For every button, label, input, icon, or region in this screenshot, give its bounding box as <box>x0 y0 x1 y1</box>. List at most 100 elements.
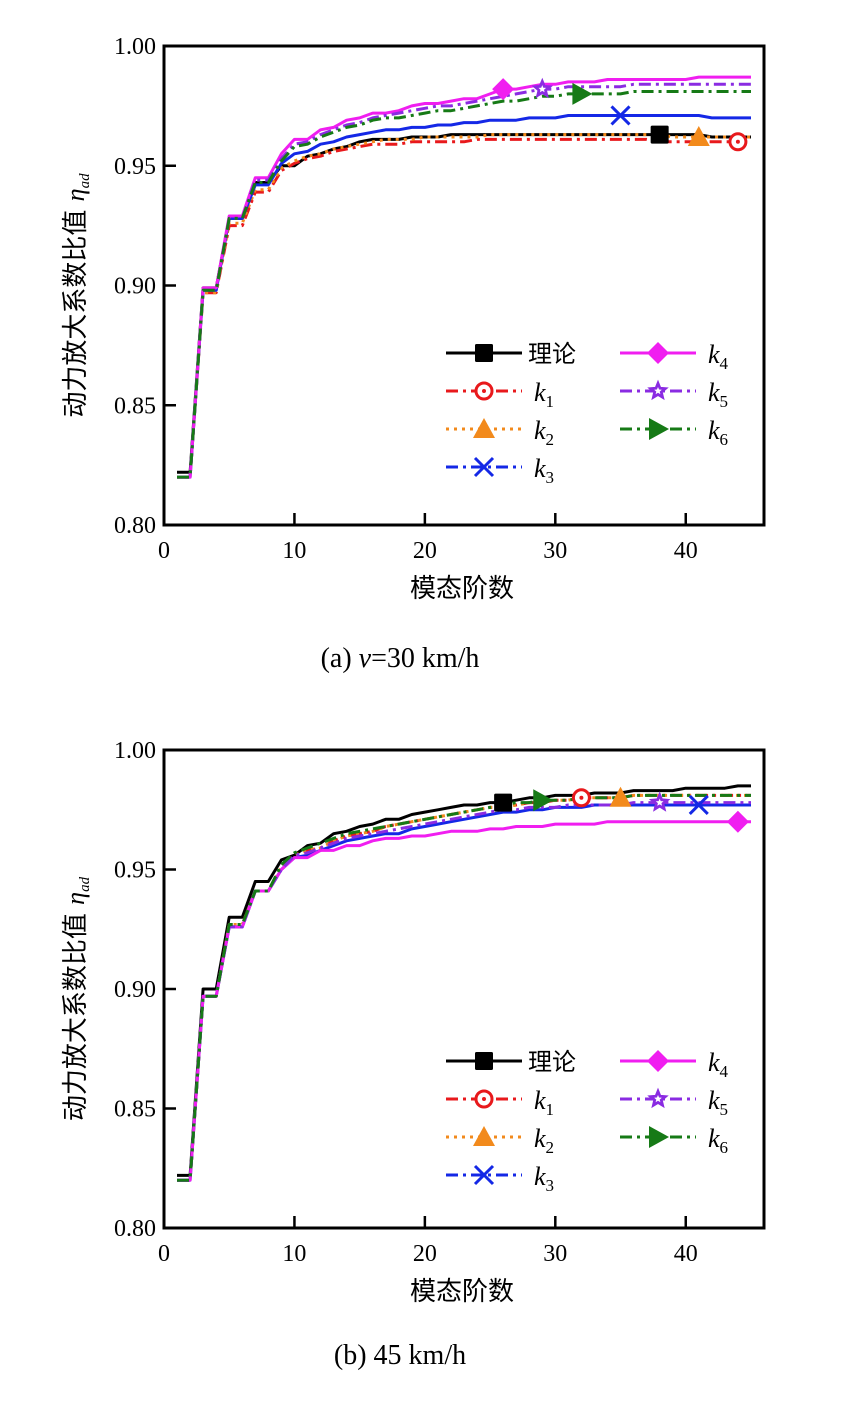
data-marker-theory <box>650 125 669 144</box>
legend-label: k6 <box>708 416 728 449</box>
legend-label: k3 <box>534 1162 554 1195</box>
legend-item-theory: 理论 <box>446 340 576 368</box>
legend: 理论 k1 k2 k3 k4 k5 k6 <box>446 340 729 487</box>
legend-label: k4 <box>708 340 729 373</box>
series-line-k4 <box>177 75 751 479</box>
legend-marker-circle-dot-dot <box>482 389 486 393</box>
data-marker-k5-inner <box>655 798 664 806</box>
series-line-theory <box>177 784 751 1177</box>
legend-marker-triangle-up <box>473 1126 495 1146</box>
x-tick-label: 0 <box>158 1241 170 1267</box>
x-tick-label: 40 <box>674 1241 698 1267</box>
data-marker-k6 <box>533 789 554 812</box>
data-marker-k3 <box>688 794 709 816</box>
legend-label: k3 <box>534 454 554 487</box>
data-marker-k1-dot <box>579 795 584 800</box>
legend-marker-square <box>475 1052 493 1070</box>
legend-item-k5: k5 <box>620 1086 728 1119</box>
legend-label: k4 <box>708 1048 729 1081</box>
y-tick-label: 0.80 <box>114 1216 156 1242</box>
legend-marker-diamond <box>647 342 669 364</box>
chart-panel-a: 0 10 20 30 40 0.80 0.85 0.90 0.95 1.00 模态阶数 动力放大系数比… <box>61 34 766 674</box>
legend-marker-star-inner <box>654 1095 662 1103</box>
x-tick-label: 10 <box>282 1241 306 1267</box>
series-line-k5 <box>177 801 751 1182</box>
x-axis-label: 模态阶数 <box>410 1277 514 1307</box>
panel-caption: (b) 45 km/h <box>334 1340 466 1371</box>
data-marker-k6 <box>572 82 593 105</box>
data-marker-theory <box>494 793 513 812</box>
series-line-k6 <box>177 793 751 1182</box>
series-line-k1 <box>177 137 751 479</box>
x-tick-label: 20 <box>413 538 437 564</box>
legend-item-k4: k4 <box>620 1048 729 1081</box>
data-marker-k2 <box>609 786 632 807</box>
series-line-k3 <box>177 114 751 479</box>
series-line-k3 <box>177 803 751 1182</box>
legend-marker-square <box>475 344 493 362</box>
legend-item-theory: 理论 <box>446 1048 576 1076</box>
data-marker-k3 <box>610 105 631 126</box>
legend-marker-triangle-right <box>649 1126 669 1148</box>
legend-marker-x <box>473 456 495 478</box>
y-tick-label: 0.85 <box>114 1097 156 1123</box>
series-line-k1 <box>177 793 751 1182</box>
x-tick-label: 40 <box>674 538 698 564</box>
legend-label: k1 <box>534 1086 554 1119</box>
legend-item-k2: k2 <box>446 1124 554 1157</box>
y-tick-label: 0.95 <box>114 858 156 884</box>
legend-label: k6 <box>708 1124 728 1157</box>
legend-label: k5 <box>708 378 728 411</box>
legend-marker-x <box>473 1164 495 1186</box>
x-tick-label: 10 <box>282 538 306 564</box>
y-tick-label: 1.00 <box>114 34 156 60</box>
y-axis-label: 动力放大系数比值 ηad <box>61 173 93 418</box>
x-tick-label: 30 <box>543 1241 567 1267</box>
data-marker-k2 <box>687 126 710 147</box>
legend-label: 理论 <box>528 340 576 368</box>
legend-marker-circle-dot-dot <box>482 1097 486 1101</box>
series-line-k4 <box>177 820 751 1182</box>
legend-item-k1: k1 <box>446 378 554 411</box>
legend: 理论 k1 k2 k3 k4 k5 k6 <box>446 1048 729 1195</box>
legend-label: 理论 <box>528 1048 576 1076</box>
x-tick-label: 0 <box>158 538 170 564</box>
legend-marker-star-inner <box>654 387 662 395</box>
legend-marker-triangle-up <box>473 418 495 438</box>
legend-item-k1: k1 <box>446 1086 554 1119</box>
legend-marker-triangle-right <box>649 418 669 440</box>
y-tick-label: 0.80 <box>114 513 156 539</box>
legend-item-k6: k6 <box>620 1124 728 1157</box>
plot-frame <box>162 44 766 527</box>
y-axis-label: 动力放大系数比值 ηad <box>61 876 93 1121</box>
panel-caption: (a) v=30 km/h <box>321 643 480 674</box>
legend-item-k3: k3 <box>446 454 554 487</box>
legend-item-k6: k6 <box>620 416 728 449</box>
data-marker-k5-inner <box>538 85 547 93</box>
series-line-k2 <box>177 133 751 479</box>
x-tick-label: 30 <box>543 538 567 564</box>
y-tick-label: 1.00 <box>114 738 156 764</box>
data-marker-k4 <box>726 810 749 833</box>
legend-label: k1 <box>534 378 554 411</box>
legend-item-k5: k5 <box>620 378 728 411</box>
y-tick-label: 0.90 <box>114 274 156 300</box>
legend-item-k3: k3 <box>446 1162 554 1195</box>
legend-label: k2 <box>534 416 554 449</box>
legend-item-k2: k2 <box>446 416 554 449</box>
x-tick-label: 20 <box>413 1241 437 1267</box>
y-tick-label: 0.90 <box>114 977 156 1003</box>
x-axis-label: 模态阶数 <box>410 574 514 604</box>
series-line-k6 <box>177 90 751 479</box>
data-marker-k1-dot <box>735 139 740 144</box>
y-tick-label: 0.85 <box>114 393 156 419</box>
legend-label: k2 <box>534 1124 554 1157</box>
legend-item-k4: k4 <box>620 340 729 373</box>
series-line-k2 <box>177 793 751 1182</box>
legend-marker-diamond <box>647 1050 669 1072</box>
legend-label: k5 <box>708 1086 728 1119</box>
y-tick-label: 0.95 <box>114 154 156 180</box>
data-marker-k4 <box>492 78 515 101</box>
chart-panel-b: 0 10 20 30 40 0.80 0.85 0.90 0.95 1.00 模态阶数 动力放大系数比… <box>61 738 766 1371</box>
